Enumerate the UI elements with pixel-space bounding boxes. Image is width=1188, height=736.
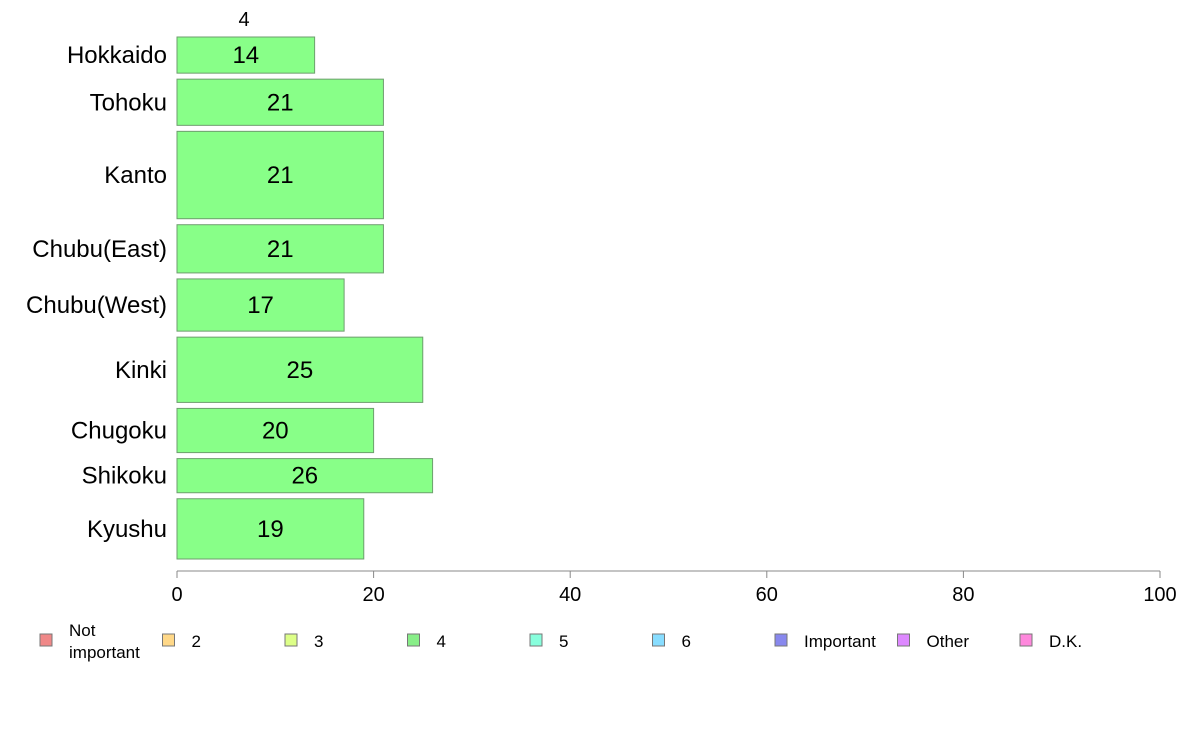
x-axis: 0 20 40 60 80 100	[171, 570, 1177, 606]
legend-label: 2	[192, 632, 201, 651]
bar-chubu-west	[176, 278, 345, 332]
bar-chubu-east	[176, 224, 384, 274]
legend-swatch	[529, 633, 543, 647]
category-label: Chugoku	[71, 418, 167, 445]
data-label: 21	[267, 89, 294, 116]
data-label: 17	[247, 292, 274, 319]
legend-label: Not important	[69, 621, 140, 662]
bar-shikoku	[176, 458, 434, 494]
legend-swatch	[39, 633, 53, 647]
series-top-label: 4	[238, 9, 249, 31]
legend-swatch	[774, 633, 788, 647]
bar-hokkaido	[176, 36, 316, 74]
data-label: 25	[287, 357, 314, 384]
bar-kyushu	[176, 498, 365, 560]
legend-label: Other	[927, 632, 970, 651]
x-tick-label: 40	[559, 584, 581, 606]
x-tick-label: 80	[952, 584, 974, 606]
legend-swatch	[284, 633, 298, 647]
category-label: Chubu(East)	[32, 236, 167, 263]
category-label: Shikoku	[82, 463, 167, 490]
bar-chugoku	[176, 407, 375, 454]
data-label: 21	[267, 162, 294, 189]
legend-swatch	[1019, 633, 1033, 647]
bar-tohoku	[176, 78, 384, 126]
legend-swatch	[652, 633, 665, 647]
legend-label: 3	[314, 632, 323, 651]
category-label: Kanto	[104, 162, 167, 189]
category-label: Chubu(West)	[26, 292, 167, 319]
data-label: 26	[291, 463, 318, 490]
x-tick-label: 0	[171, 584, 182, 606]
legend-label: Important	[804, 632, 876, 651]
data-label: 19	[257, 516, 284, 543]
data-label: 14	[232, 42, 259, 69]
x-tick-label: 100	[1143, 584, 1176, 606]
category-label: Kinki	[115, 357, 167, 384]
legend-label: 5	[559, 632, 568, 651]
bar-kanto	[176, 130, 384, 220]
legend-swatch	[407, 633, 420, 647]
legend-swatch	[162, 633, 175, 647]
category-label: Hokkaido	[67, 42, 167, 69]
legend-label: 6	[682, 632, 691, 651]
bar-kinki	[176, 336, 424, 403]
legend-swatch	[897, 633, 910, 647]
category-label: Kyushu	[87, 516, 167, 543]
category-label: Tohoku	[90, 89, 167, 116]
legend-label: 4	[437, 632, 446, 651]
x-tick-label: 20	[362, 584, 384, 606]
legend-label: D.K.	[1049, 632, 1082, 651]
data-label: 20	[262, 418, 289, 445]
bars-group: Hokkaido 14 Tohoku 21 Kanto 21 Chubu(East) 21 Ch…	[26, 36, 434, 560]
legend: Not important 2 3 4 5 6 Important Other D.K.	[39, 621, 1082, 662]
data-label: 21	[267, 236, 294, 263]
x-tick-label: 60	[756, 584, 778, 606]
